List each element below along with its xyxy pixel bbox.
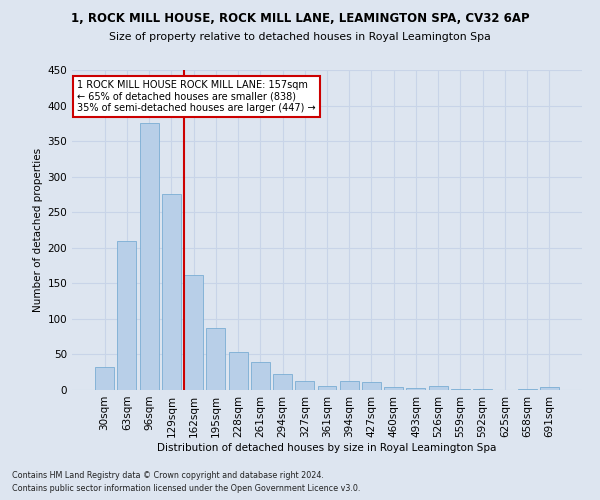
Bar [229,352,248,390]
Bar [295,382,314,390]
Bar [118,240,136,390]
Text: Contains public sector information licensed under the Open Government Licence v3: Contains public sector information licen… [12,484,361,493]
Bar [251,362,270,390]
Bar [184,275,203,390]
Bar [340,382,359,390]
Bar [206,328,225,390]
Bar [362,382,381,390]
Bar [95,367,114,390]
Text: Size of property relative to detached houses in Royal Leamington Spa: Size of property relative to detached ho… [109,32,491,42]
Bar [406,388,425,390]
Bar [317,386,337,390]
Bar [162,194,181,390]
Y-axis label: Number of detached properties: Number of detached properties [33,148,43,312]
Text: 1 ROCK MILL HOUSE ROCK MILL LANE: 157sqm
← 65% of detached houses are smaller (8: 1 ROCK MILL HOUSE ROCK MILL LANE: 157sqm… [77,80,316,113]
Bar [540,387,559,390]
X-axis label: Distribution of detached houses by size in Royal Leamington Spa: Distribution of detached houses by size … [157,442,497,452]
Bar [384,387,403,390]
Text: Contains HM Land Registry data © Crown copyright and database right 2024.: Contains HM Land Registry data © Crown c… [12,470,324,480]
Bar [429,386,448,390]
Bar [140,122,158,390]
Bar [273,374,292,390]
Text: 1, ROCK MILL HOUSE, ROCK MILL LANE, LEAMINGTON SPA, CV32 6AP: 1, ROCK MILL HOUSE, ROCK MILL LANE, LEAM… [71,12,529,26]
